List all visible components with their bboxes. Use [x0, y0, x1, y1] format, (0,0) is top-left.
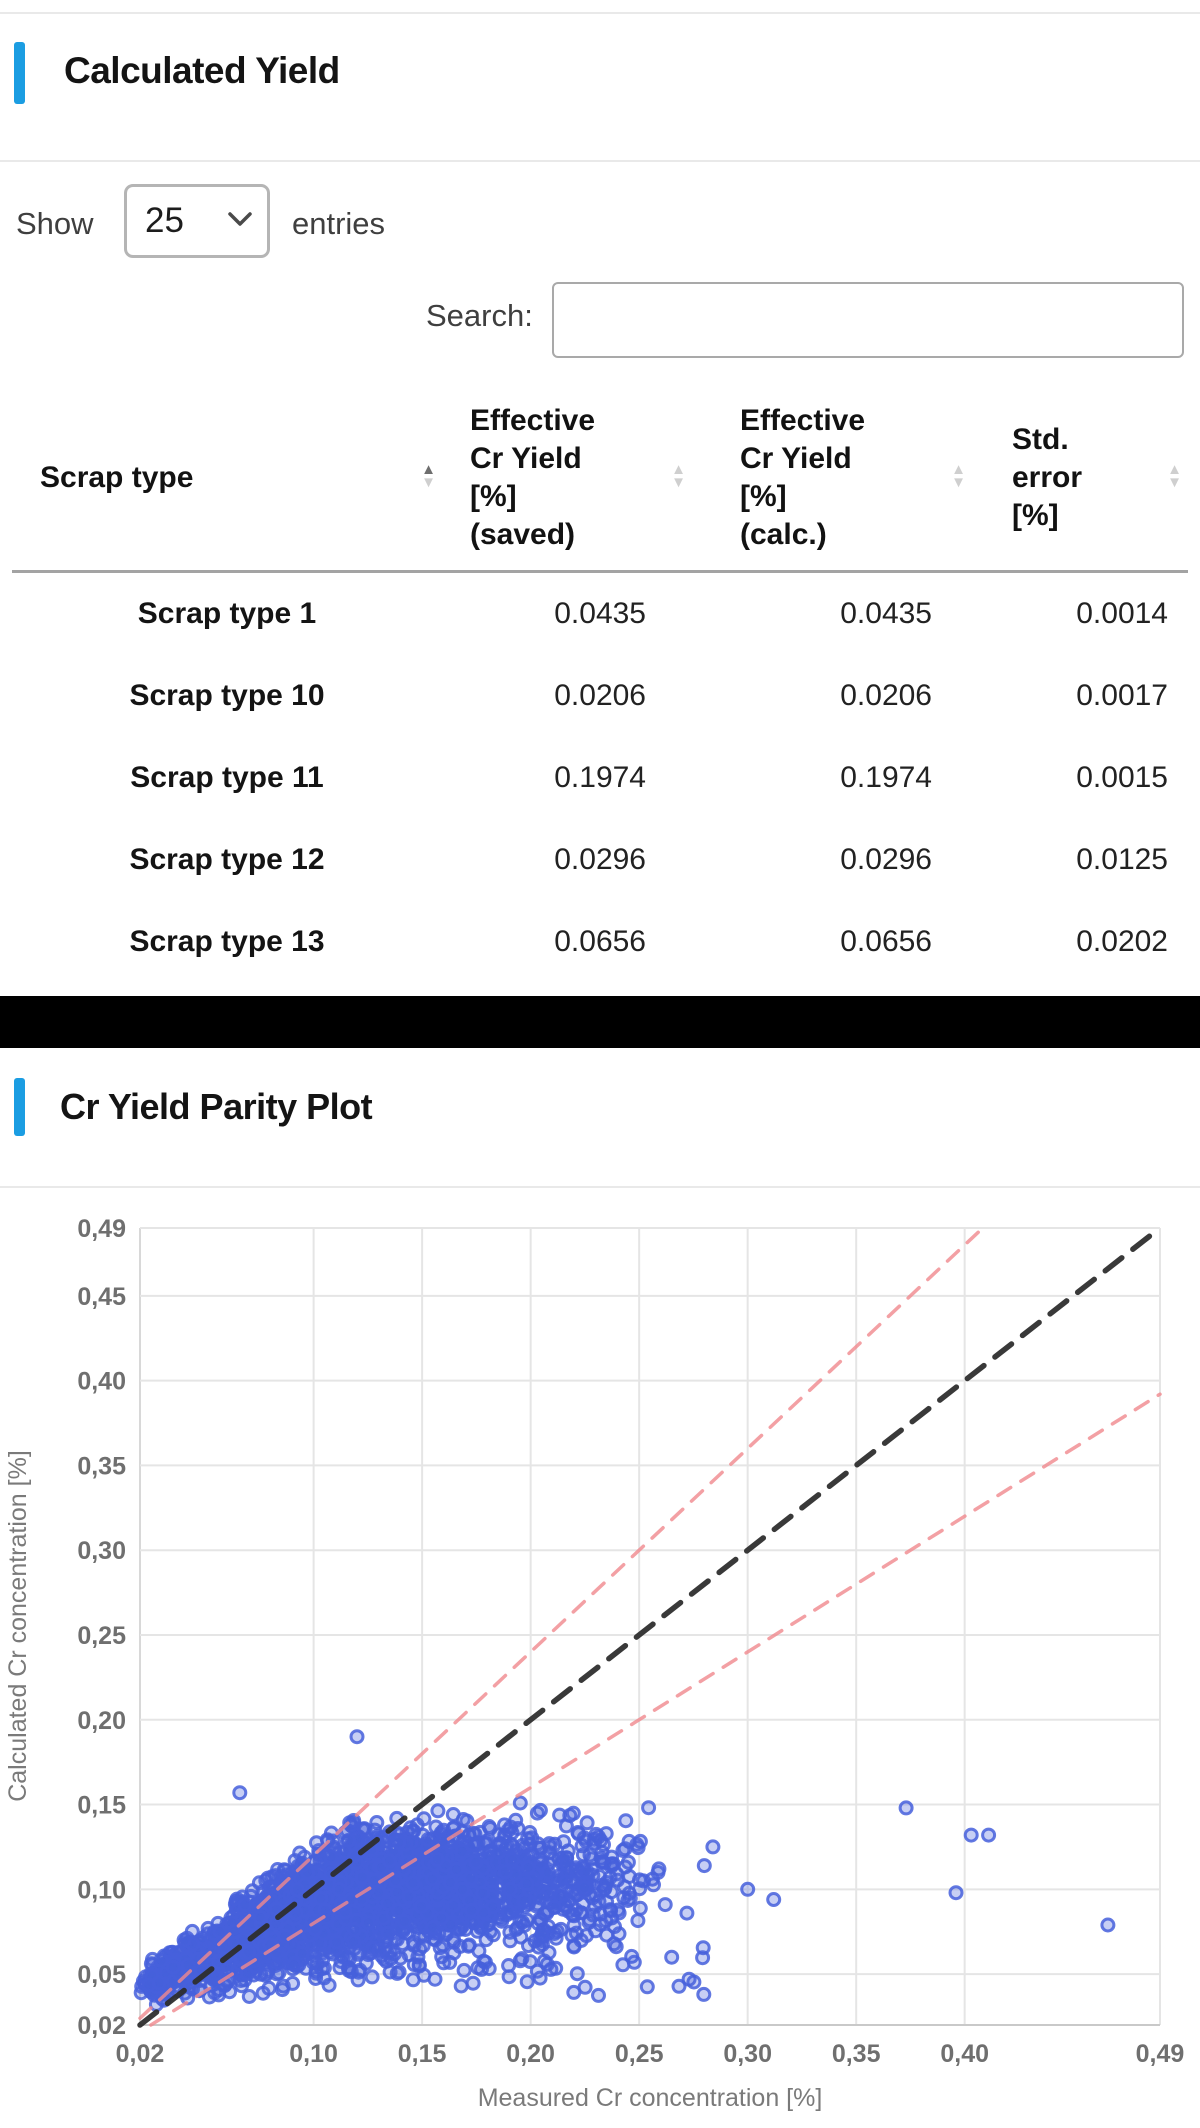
- calc-yield-cell: 0.0656: [840, 925, 932, 958]
- svg-text:0,35: 0,35: [832, 2040, 881, 2068]
- scrap-type-cell: Scrap type 12: [129, 843, 325, 876]
- scrap-type-cell: Scrap type 11: [130, 761, 324, 794]
- scrap-type-cell: Scrap type 10: [129, 679, 325, 712]
- upper-bound-line: [138, 1226, 985, 2020]
- table-row: Scrap type 10 0.0206 0.0206 0.0017: [12, 655, 1188, 737]
- table-row: Scrap type 12 0.0296 0.0296 0.0125: [12, 819, 1188, 901]
- svg-text:0,30: 0,30: [77, 1537, 126, 1565]
- column-header-yield-saved[interactable]: Effective Cr Yield [%] (saved) ▲ ▼: [442, 382, 692, 573]
- lower-bound-line: [149, 1392, 1162, 2027]
- svg-text:0,02: 0,02: [77, 2012, 126, 2040]
- calculated-yield-table: Scrap type ▲ ▼ Effective Cr Yield [%] (sa…: [12, 382, 1188, 983]
- svg-text:0,02: 0,02: [116, 2040, 165, 2068]
- svg-text:0,15: 0,15: [77, 1792, 126, 1820]
- scatter-points: [133, 1729, 1116, 2012]
- std-error-cell: 0.0202: [1076, 925, 1168, 958]
- svg-text:0,20: 0,20: [506, 2040, 555, 2068]
- saved-yield-cell: 0.1974: [554, 761, 646, 794]
- section-accent-bar: [14, 42, 25, 104]
- svg-text:0,45: 0,45: [77, 1283, 126, 1311]
- std-error-cell: 0.0017: [1076, 679, 1168, 712]
- calc-yield-cell: 0.0435: [840, 597, 932, 630]
- svg-text:0,35: 0,35: [77, 1452, 126, 1480]
- svg-text:0,20: 0,20: [77, 1707, 126, 1735]
- sort-icon[interactable]: ▲ ▼: [671, 461, 686, 491]
- yield-table-body: Scrap type 1 0.0435 0.0435 0.0014 Scrap type…: [12, 572, 1188, 984]
- top-divider: [0, 12, 1200, 14]
- svg-text:0,10: 0,10: [77, 1876, 126, 1904]
- calc-yield-cell: 0.0296: [840, 843, 932, 876]
- svg-text:0,49: 0,49: [1136, 2040, 1185, 2068]
- saved-yield-cell: 0.0296: [554, 843, 646, 876]
- show-label: Show: [16, 206, 94, 241]
- svg-text:0,25: 0,25: [77, 1622, 126, 1650]
- svg-text:0,15: 0,15: [398, 2040, 447, 2068]
- search-input[interactable]: [552, 282, 1184, 358]
- sort-icon[interactable]: ▲ ▼: [1167, 461, 1182, 491]
- saved-yield-cell: 0.0656: [554, 925, 646, 958]
- search-label: Search:: [426, 298, 533, 333]
- chevron-down-icon: [227, 210, 253, 233]
- section-divider: [0, 1186, 1200, 1188]
- saved-yield-cell: 0.0206: [554, 679, 646, 712]
- svg-text:0,05: 0,05: [77, 1961, 126, 1989]
- svg-text:0,40: 0,40: [940, 2040, 989, 2068]
- column-header-std-error[interactable]: Std. error [%] ▲ ▼: [972, 382, 1188, 573]
- svg-text:0,40: 0,40: [77, 1368, 126, 1396]
- column-header-yield-calc[interactable]: Effective Cr Yield [%] (calc.) ▲ ▼: [692, 382, 972, 573]
- y-axis-title: Calculated Cr concentration [%]: [4, 1450, 32, 1802]
- sort-icon[interactable]: ▲ ▼: [421, 461, 436, 491]
- section-accent-bar: [14, 1078, 25, 1136]
- entries-select-value: 25: [145, 201, 184, 240]
- calc-yield-cell: 0.0206: [840, 679, 932, 712]
- plot-section-title: Cr Yield Parity Plot: [60, 1086, 373, 1127]
- svg-text:0,25: 0,25: [615, 2040, 664, 2068]
- reference-lines: [137, 1225, 1163, 2028]
- sort-icon[interactable]: ▲ ▼: [951, 461, 966, 491]
- svg-text:0,10: 0,10: [289, 2040, 338, 2068]
- entries-select[interactable]: 25: [124, 184, 270, 258]
- table-row: Scrap type 1 0.0435 0.0435 0.0014: [12, 572, 1188, 656]
- scrap-type-cell: Scrap type 1: [137, 597, 317, 630]
- calc-yield-cell: 0.1974: [840, 761, 932, 794]
- std-error-cell: 0.0125: [1076, 843, 1168, 876]
- saved-yield-cell: 0.0435: [554, 597, 646, 630]
- svg-text:0,49: 0,49: [77, 1215, 126, 1243]
- parity-line: [137, 1225, 1163, 2028]
- table-row: Scrap type 11 0.1974 0.1974 0.0015: [12, 737, 1188, 819]
- axis-tick-labels: 0,02 0,10 0,15 0,20 0,25 0,30 0,35 0,40 0,49 0,02…: [77, 1215, 1184, 2068]
- section-divider: [0, 160, 1200, 162]
- std-error-cell: 0.0015: [1076, 761, 1168, 794]
- page-title: Calculated Yield: [64, 50, 340, 91]
- parity-plot: 0,02 0,10 0,15 0,20 0,25 0,30 0,35 0,40 0,49 0,02…: [4, 1215, 1184, 2112]
- entries-label: entries: [292, 206, 386, 241]
- svg-text:0,30: 0,30: [723, 2040, 772, 2068]
- table-header: Scrap type ▲ ▼ Effective Cr Yield [%] (sa…: [12, 382, 1188, 573]
- scrap-type-cell: Scrap type 13: [129, 925, 325, 958]
- column-header-scrap-type[interactable]: Scrap type ▲ ▼: [12, 382, 442, 573]
- table-row: Scrap type 13 0.0656 0.0656 0.0202: [12, 901, 1188, 983]
- section-separator-bar: [0, 996, 1200, 1048]
- std-error-cell: 0.0014: [1076, 597, 1168, 630]
- x-axis-title: Measured Cr concentration [%]: [478, 2084, 823, 2112]
